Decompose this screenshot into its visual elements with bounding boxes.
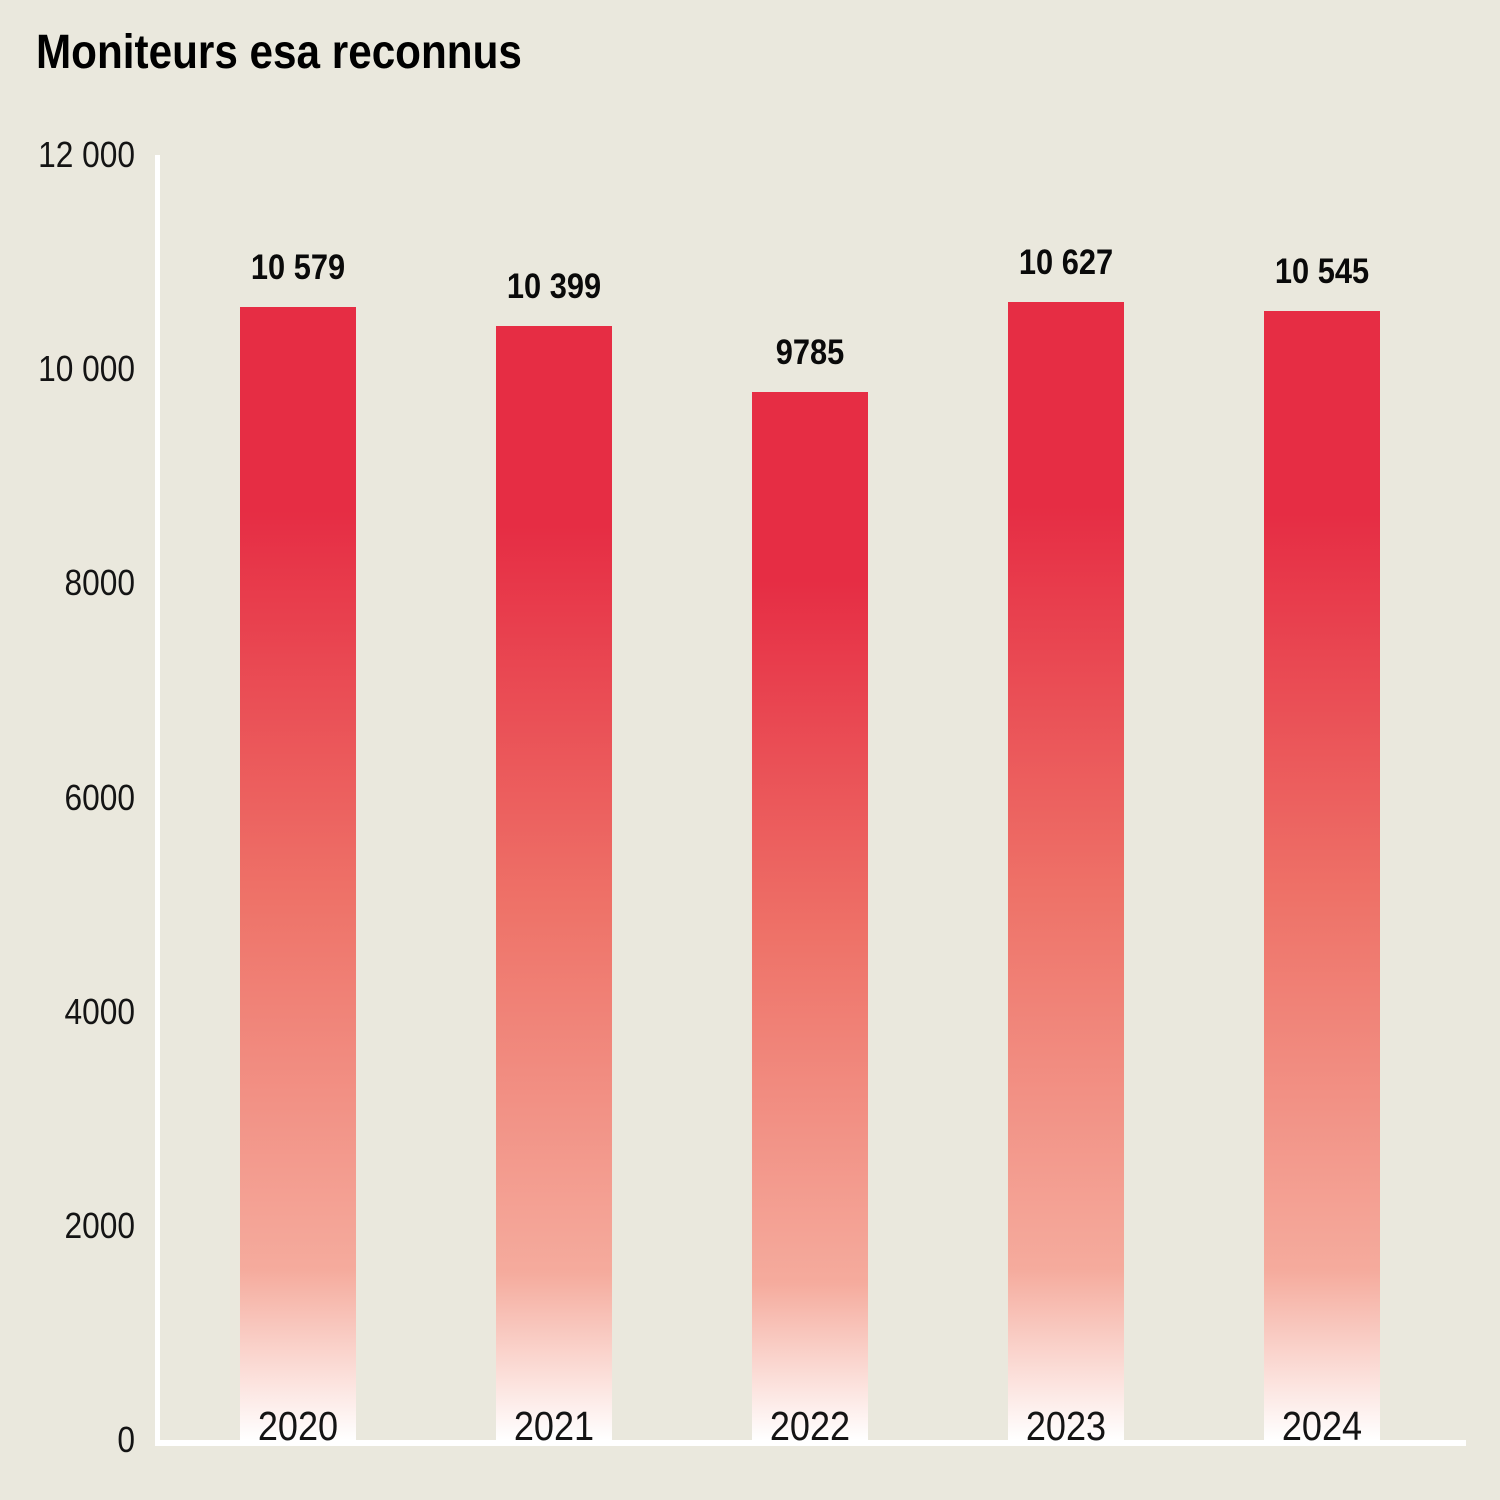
y-tick-label-12000: 12 000: [38, 134, 135, 175]
bar-2022: [751, 392, 868, 1440]
bar-value-label-2021: 10 399: [506, 267, 601, 307]
bar-value-label-2020: 10 579: [250, 248, 345, 288]
bar-2024: [1263, 310, 1380, 1440]
y-tick-label-4000: 4000: [64, 990, 135, 1032]
bar-value-label-2023: 10 627: [1018, 243, 1113, 283]
y-tick-label-6000: 6000: [64, 776, 135, 818]
y-tick-label-2000: 2000: [64, 1204, 135, 1246]
y-axis-line: [155, 155, 160, 1446]
chart-title: Moniteurs esa reconnus: [36, 26, 522, 79]
x-category-label-2021: 2021: [513, 1403, 594, 1449]
bar-2020: [239, 307, 356, 1440]
x-category-label-2022: 2022: [769, 1403, 850, 1449]
x-axis-line: [155, 1440, 1466, 1446]
bar-value-label-2024: 10 545: [1274, 251, 1369, 291]
y-tick-label-10000: 10 000: [38, 348, 135, 390]
x-category-label-2020: 2020: [257, 1403, 338, 1449]
bar-value-label-2022: 9785: [775, 333, 844, 373]
x-category-label-2023: 2023: [1025, 1403, 1106, 1449]
y-tick-label-8000: 8000: [64, 562, 135, 604]
bar-2021: [495, 326, 612, 1440]
x-category-label-2024: 2024: [1281, 1403, 1362, 1449]
y-tick-label-0: 0: [117, 1419, 135, 1460]
bar-2023: [1007, 302, 1124, 1440]
